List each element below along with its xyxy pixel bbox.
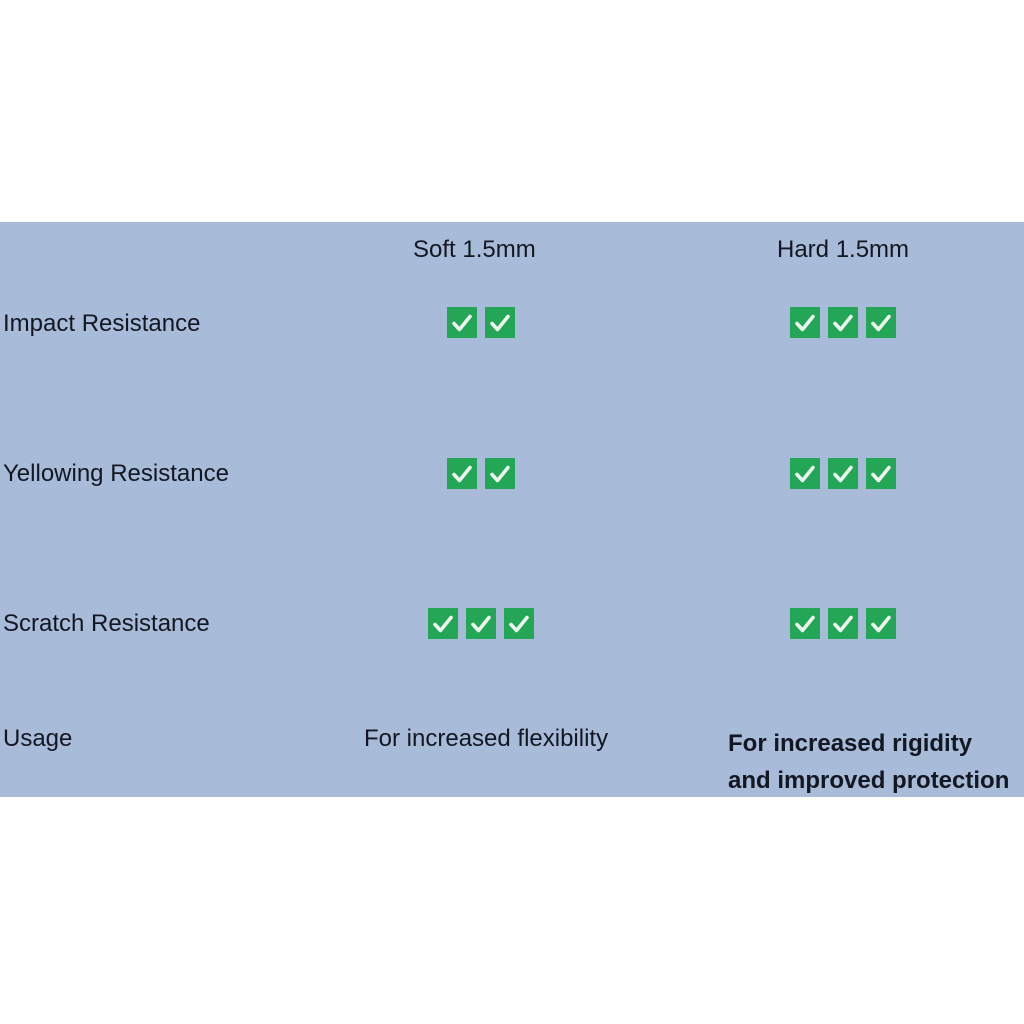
checkmark-icon [485, 458, 515, 489]
checkmark-icon [485, 307, 515, 338]
checkmark-icon [447, 307, 477, 338]
rating-yellowing-soft [447, 458, 515, 489]
checkmark-icon [447, 458, 477, 489]
row-label-impact-resistance: Impact Resistance [3, 310, 201, 337]
column-header-soft: Soft 1.5mm [413, 236, 536, 263]
checkmark-icon [866, 307, 896, 338]
rating-impact-hard [790, 307, 896, 338]
checkmark-icon [828, 608, 858, 639]
rating-impact-soft [447, 307, 515, 338]
checkmark-icon [866, 608, 896, 639]
usage-soft-text: For increased flexibility [364, 725, 609, 752]
row-label-usage: Usage [3, 725, 73, 752]
checkmark-icon [866, 458, 896, 489]
checkmark-icon [428, 608, 458, 639]
checkmark-icon [790, 458, 820, 489]
checkmark-icon [504, 608, 534, 639]
usage-hard-line2: and improved protection [728, 767, 1010, 794]
rating-scratch-hard [790, 608, 896, 639]
column-header-hard: Hard 1.5mm [777, 236, 910, 263]
checkmark-icon [828, 307, 858, 338]
usage-hard-text: For increased rigidity and improved prot… [728, 725, 1009, 799]
usage-hard-line1: For increased rigidity [728, 730, 973, 757]
comparison-panel: Soft 1.5mm Hard 1.5mm Impact Resistance … [0, 222, 1024, 797]
checkmark-icon [790, 608, 820, 639]
checkmark-icon [790, 307, 820, 338]
rating-yellowing-hard [790, 458, 896, 489]
row-label-yellowing-resistance: Yellowing Resistance [3, 460, 229, 487]
checkmark-icon [466, 608, 496, 639]
row-label-scratch-resistance: Scratch Resistance [3, 610, 210, 637]
checkmark-icon [828, 458, 858, 489]
rating-scratch-soft [428, 608, 534, 639]
